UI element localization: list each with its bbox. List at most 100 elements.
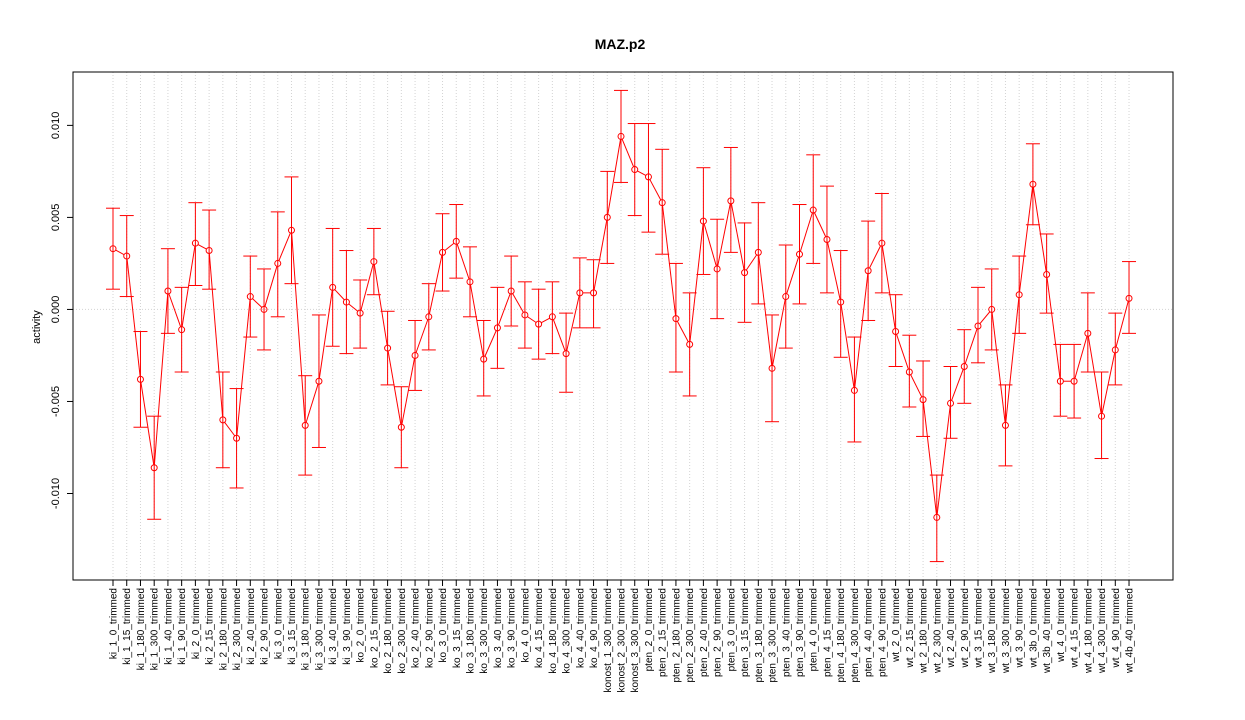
series-segment	[401, 358, 415, 425]
y-axis-label: activity	[31, 310, 43, 344]
series-segment	[470, 284, 484, 357]
x-tick-label: konost_3_300_trimmed	[630, 588, 641, 693]
x-tick-label: ko_3_0_trimmed	[438, 588, 449, 662]
x-tick-label: ko_2_180_trimmed	[383, 588, 394, 674]
x-tick-label: wt_3_15_trimmed	[973, 588, 984, 668]
series-segment	[153, 293, 169, 465]
series-segment	[910, 374, 923, 398]
x-tick-label: wt_2_0_trimmed	[891, 588, 902, 663]
x-tick-label: wt_2_180_trimmed	[919, 588, 930, 674]
x-tick-label: ki_2_0_trimmed	[191, 588, 202, 659]
series-segment	[637, 170, 647, 176]
series-segment	[1101, 352, 1116, 414]
x-tick-label: ko_4_0_trimmed	[520, 588, 531, 662]
series-segment	[772, 299, 786, 366]
series-segment	[649, 179, 662, 201]
x-tick-label: ko_4_300_trimmed	[562, 588, 573, 674]
series-segment	[758, 255, 773, 366]
series-segment	[305, 383, 319, 423]
x-tick-label: ko_2_15_trimmed	[369, 588, 380, 668]
x-tick-label: pten_2_90_trimmed	[713, 588, 724, 677]
x-tick-label: konost_2_300_trimmed	[617, 588, 628, 693]
x-tick-label: ki_3_300_trimmed	[314, 588, 325, 670]
series-segment	[662, 205, 677, 316]
y-tick-label: 0.010	[50, 112, 62, 140]
series-segment	[951, 369, 964, 401]
data-point	[809, 206, 817, 214]
data-point	[644, 173, 652, 181]
data-point	[658, 199, 666, 207]
data-point	[1070, 377, 1078, 385]
x-tick-label: wt_2_15_trimmed	[905, 588, 916, 668]
data-point	[631, 166, 639, 174]
x-tick-label: ko_4_90_trimmed	[589, 588, 600, 668]
chart-title: MAZ.p2	[595, 36, 646, 52]
series-segment	[387, 350, 402, 425]
data-point	[686, 340, 694, 348]
data-point	[960, 362, 968, 370]
data-point	[905, 368, 913, 376]
data-point	[768, 364, 776, 372]
data-point	[452, 237, 460, 245]
series-segment	[541, 317, 550, 324]
series-segment	[348, 303, 359, 312]
series-segment	[936, 406, 951, 515]
series-segment	[881, 246, 896, 329]
data-point	[329, 283, 337, 291]
x-tick-label: ki_2_300_trimmed	[232, 588, 243, 670]
data-point	[823, 235, 831, 243]
series-segment	[428, 255, 443, 314]
series-segment	[676, 321, 689, 342]
x-tick-label: ki_1_15_trimmed	[122, 588, 133, 665]
x-tick-label: ki_2_15_trimmed	[205, 588, 216, 665]
data-point	[219, 416, 227, 424]
data-point	[741, 269, 749, 277]
x-tick-label: ko_3_40_trimmed	[493, 588, 504, 668]
x-tick-label: ki_2_90_trimmed	[260, 588, 271, 665]
series-segment	[991, 312, 1006, 423]
series-segment	[236, 299, 251, 436]
series-segment	[456, 244, 470, 280]
x-tick-label: ko_3_300_trimmed	[479, 588, 490, 674]
series-segment	[1087, 336, 1102, 414]
series-segment	[252, 298, 263, 308]
data-point	[356, 309, 364, 317]
data-point	[1001, 421, 1009, 429]
series-segment	[115, 249, 125, 256]
x-tick-label: wt_3b_0_trimmed	[1028, 588, 1039, 668]
data-point	[136, 375, 144, 383]
data-point	[974, 322, 982, 330]
x-tick-label: pten_2_0_trimmed	[644, 588, 655, 671]
series-segment	[607, 139, 622, 215]
x-tick-label: pten_4_0_trimmed	[809, 588, 820, 671]
data-point	[617, 132, 625, 140]
data-point	[727, 197, 735, 205]
data-point	[439, 248, 447, 256]
x-tick-label: ki_2_180_trimmed	[218, 588, 229, 670]
data-point	[1125, 294, 1133, 302]
series-segment	[484, 330, 497, 357]
data-point	[576, 289, 584, 297]
x-tick-label: pten_3_40_trimmed	[781, 588, 792, 677]
series-segment	[827, 242, 841, 300]
x-tick-label: ki_3_40_trimmed	[328, 588, 339, 665]
x-tick-label: ki_2_40_trimmed	[246, 588, 257, 665]
x-tick-label: wt_2_90_trimmed	[960, 588, 971, 668]
x-tick-label: pten_3_90_trimmed	[795, 588, 806, 677]
x-tick-label: ko_2_0_trimmed	[356, 588, 367, 662]
data-point	[493, 324, 501, 332]
x-tick-label: wt_2_40_trimmed	[946, 588, 957, 668]
x-tick-label: ki_1_0_trimmed	[109, 588, 120, 659]
x-tick-label: ko_3_90_trimmed	[507, 588, 518, 668]
data-point	[1111, 346, 1119, 354]
x-tick-label: ko_4_40_trimmed	[575, 588, 586, 668]
series-segment	[593, 220, 608, 291]
series-segment	[278, 232, 291, 261]
data-point	[562, 350, 570, 358]
data-point	[892, 328, 900, 336]
y-tick-label: -0.010	[50, 478, 62, 509]
x-tick-label: ki_3_15_trimmed	[287, 588, 298, 665]
series-segment	[1019, 187, 1034, 292]
data-point	[1043, 270, 1051, 278]
